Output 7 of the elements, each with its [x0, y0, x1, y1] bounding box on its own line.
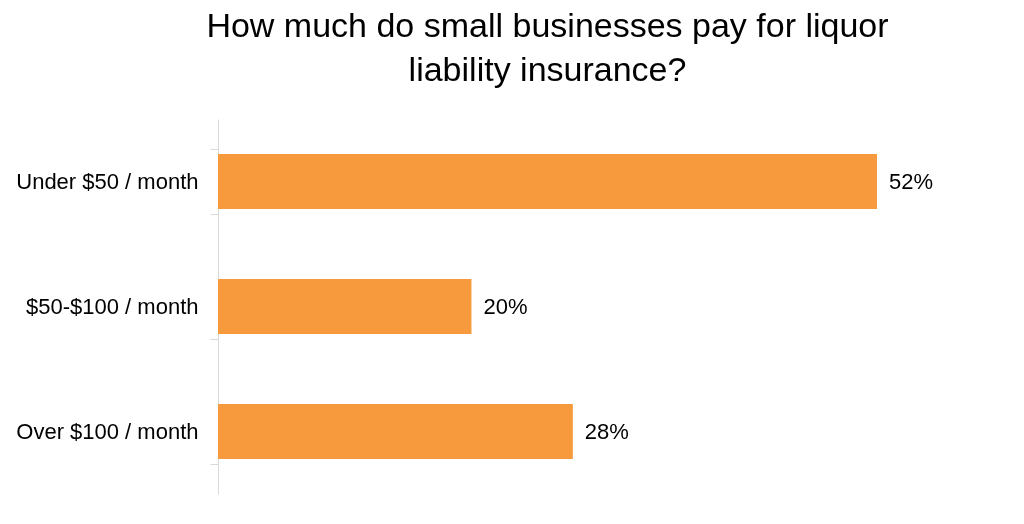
chart-title: How much do small businesses pay for liquor liability insurance? — [206, 6, 889, 88]
data-label: 28% — [584, 418, 629, 444]
y-tick-label: $50-$100 / month — [26, 294, 199, 319]
y-tick-label: Over $100 / month — [16, 419, 199, 444]
y-tick-label: Under $50 / month — [16, 169, 199, 194]
data-label: 20% — [483, 293, 528, 319]
data-label: 52% — [889, 168, 934, 194]
